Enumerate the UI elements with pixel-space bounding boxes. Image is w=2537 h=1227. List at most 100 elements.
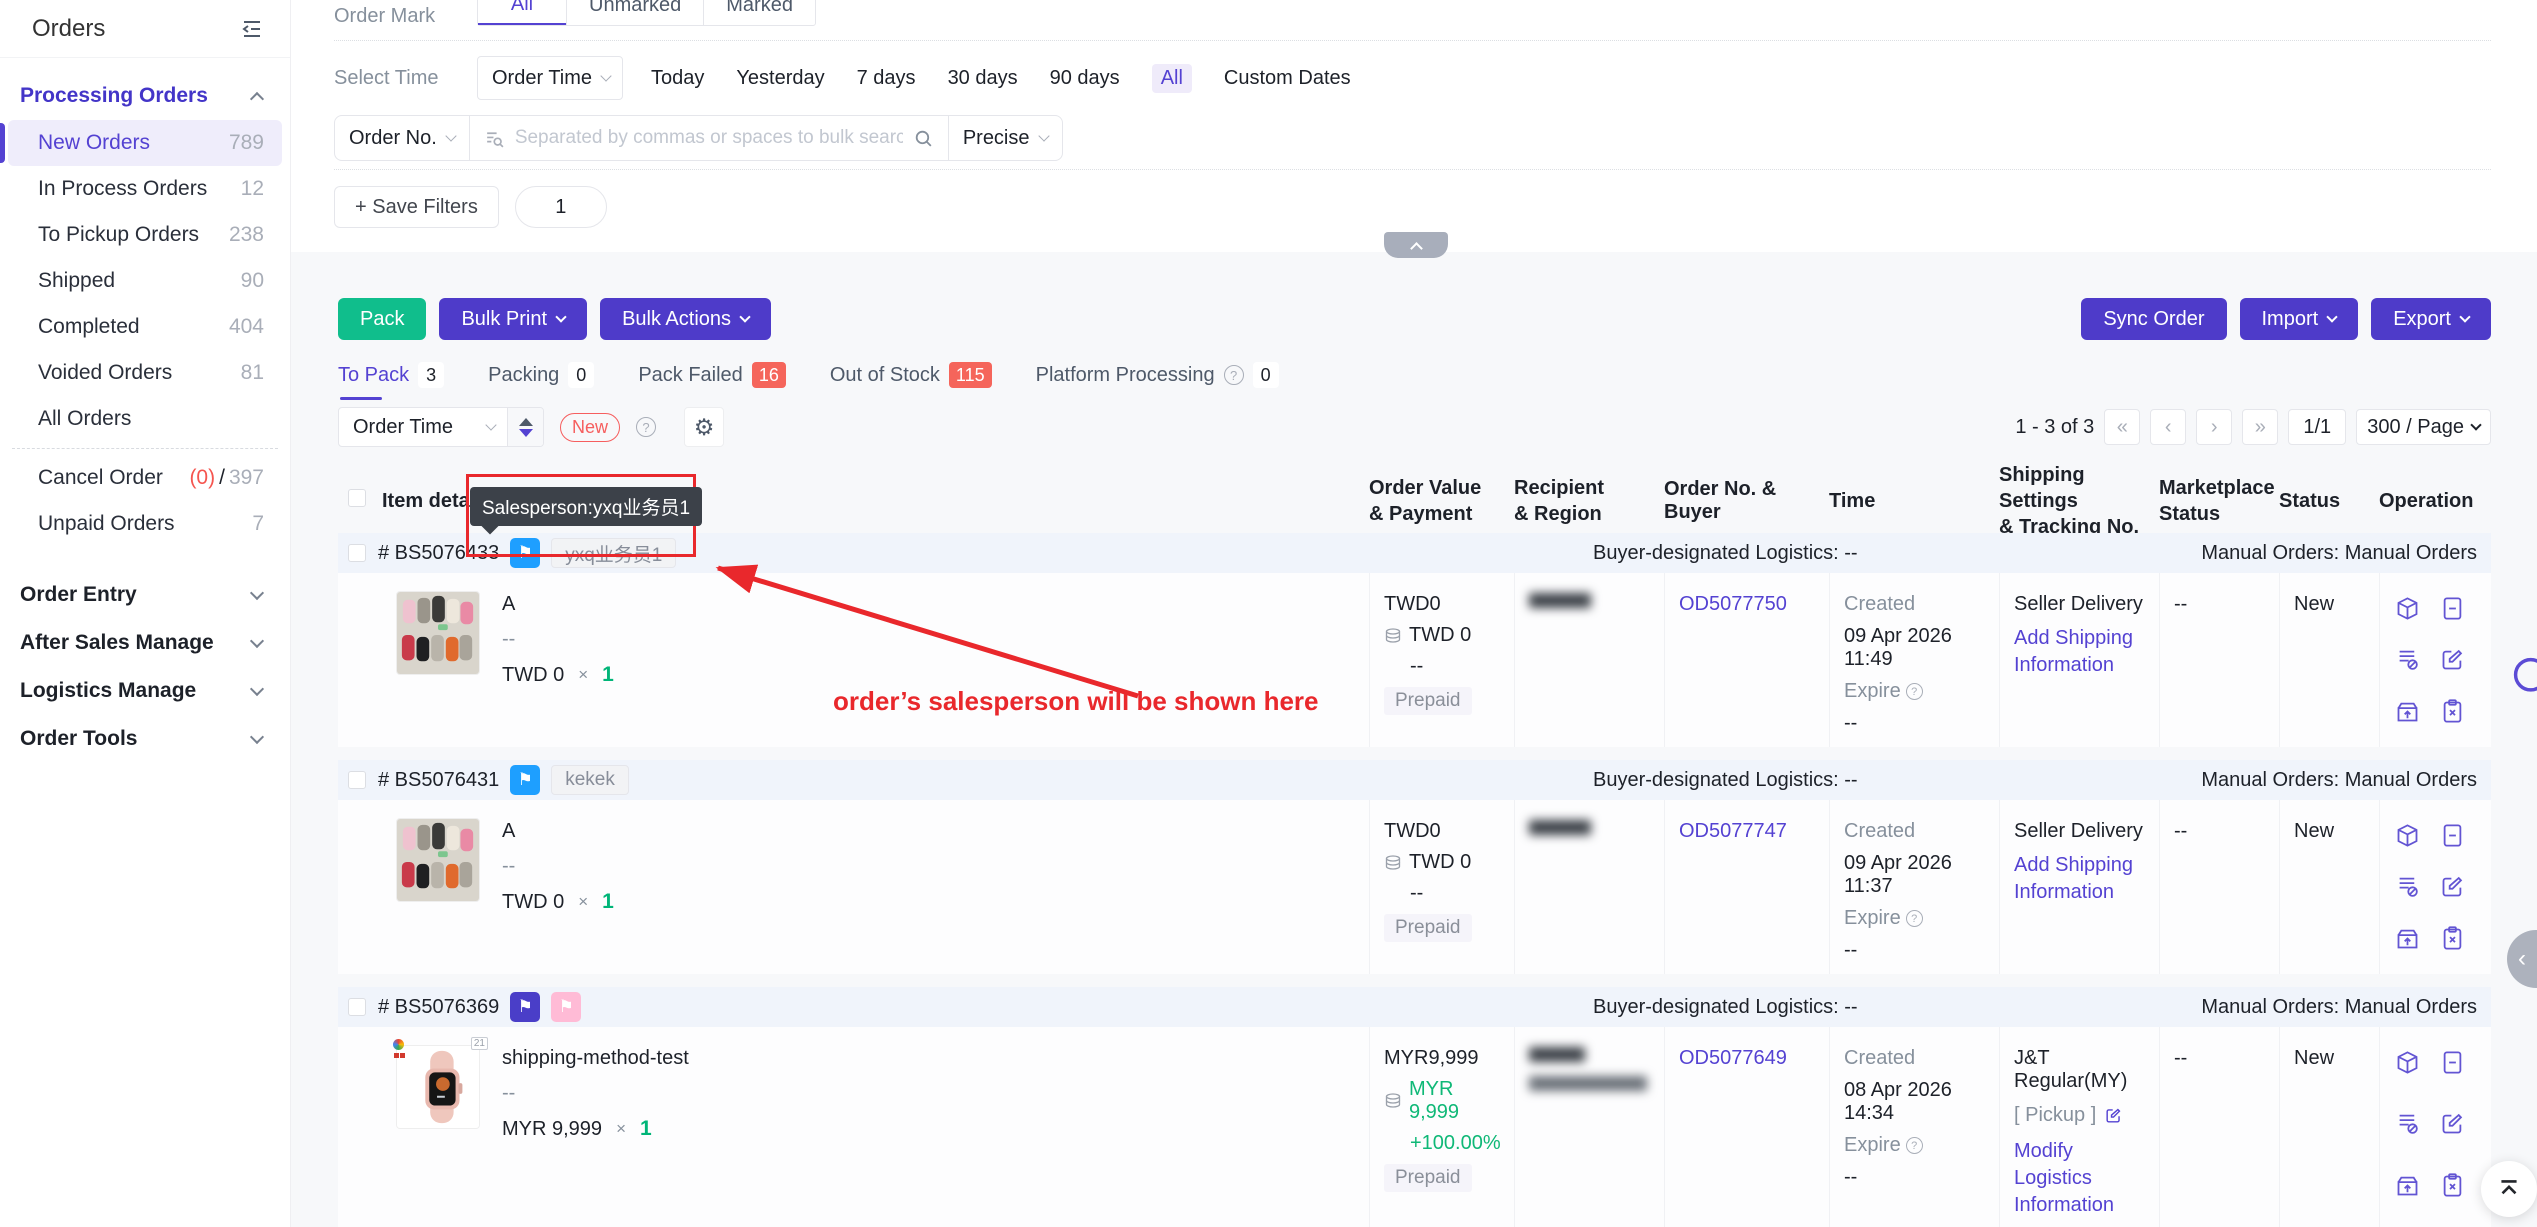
import-button[interactable]: Import bbox=[2239, 298, 2359, 340]
select-all-checkbox[interactable] bbox=[348, 489, 366, 507]
product-image[interactable] bbox=[396, 818, 480, 902]
ship-order-icon[interactable] bbox=[2394, 1172, 2421, 1219]
per-page-select[interactable]: 300 / Page bbox=[2356, 409, 2491, 445]
product-name[interactable]: shipping-method-test bbox=[502, 1047, 689, 1069]
sync-order-button[interactable]: Sync Order bbox=[2081, 298, 2227, 340]
sort-direction-toggle[interactable] bbox=[507, 408, 543, 446]
time-option-30days[interactable]: 30 days bbox=[947, 66, 1018, 89]
flag-icon[interactable]: ⚑ bbox=[510, 992, 541, 1022]
order-mark-tab-all[interactable]: All bbox=[478, 0, 566, 25]
flag-icon[interactable]: ⚑ bbox=[551, 992, 582, 1022]
sidebar-section-processing-orders[interactable]: Processing Orders bbox=[0, 72, 290, 120]
sort-field-select[interactable]: Order Time bbox=[339, 408, 507, 446]
bulk-print-button[interactable]: Bulk Print bbox=[439, 298, 588, 340]
edit-order-icon[interactable] bbox=[2439, 646, 2466, 683]
add-shipping-info-link[interactable]: Add Shipping Information bbox=[2014, 854, 2133, 903]
time-field-select[interactable]: Order Time bbox=[477, 56, 624, 100]
product-image[interactable] bbox=[396, 591, 480, 675]
sidebar-item-voided-orders[interactable]: Voided Orders 81 bbox=[38, 361, 264, 384]
picking-list-icon[interactable] bbox=[2394, 646, 2421, 683]
edit-order-icon[interactable] bbox=[2439, 1110, 2466, 1157]
chevron-up-icon bbox=[1409, 241, 1423, 255]
order-checkbox[interactable] bbox=[348, 771, 366, 789]
picking-list-icon[interactable] bbox=[2394, 1110, 2421, 1157]
product-name[interactable]: A bbox=[502, 820, 516, 842]
sidebar-item-in-process-orders[interactable]: In Process Orders 12 bbox=[38, 177, 264, 200]
time-option-7days[interactable]: 7 days bbox=[856, 66, 916, 89]
sidebar-item-to-pickup-orders[interactable]: To Pickup Orders 238 bbox=[38, 223, 264, 246]
time-option-today[interactable]: Today bbox=[651, 66, 705, 89]
sidebar: Orders Processing Orders New Orders 789 I… bbox=[0, 0, 291, 1227]
void-order-icon[interactable] bbox=[2439, 698, 2466, 735]
invoice-icon[interactable] bbox=[2439, 822, 2466, 859]
sidebar-collapse-icon[interactable] bbox=[240, 17, 264, 41]
edit-pickup-icon[interactable] bbox=[2104, 1106, 2123, 1125]
modify-logistics-link[interactable]: Modify Logistics Information bbox=[2014, 1140, 2115, 1216]
sidebar-item-cancel-order[interactable]: Cancel Order (0)/397 bbox=[38, 466, 264, 489]
search-icon[interactable] bbox=[913, 128, 934, 149]
first-page-button[interactable]: « bbox=[2104, 409, 2141, 445]
edit-order-icon[interactable] bbox=[2439, 873, 2466, 910]
sidebar-section-order-tools[interactable]: Order Tools bbox=[0, 715, 290, 763]
sidebar-item-new-orders[interactable]: New Orders 789 bbox=[0, 120, 282, 166]
sidebar-item-all-orders[interactable]: All Orders bbox=[38, 407, 132, 430]
flag-icon[interactable]: ⚑ bbox=[510, 765, 541, 795]
tab-out-of-stock[interactable]: Out of Stock 115 bbox=[830, 362, 992, 388]
order-checkbox[interactable] bbox=[348, 544, 366, 562]
floating-search-icon[interactable] bbox=[2508, 652, 2537, 709]
tab-to-pack[interactable]: To Pack 3 bbox=[338, 362, 445, 400]
buyer-designated-logistics: Buyer-designated Logistics: -- bbox=[1593, 541, 1858, 564]
ship-order-icon[interactable] bbox=[2394, 925, 2421, 962]
saved-filter-tab[interactable]: 1 bbox=[514, 186, 607, 228]
sidebar-item-unpaid-orders[interactable]: Unpaid Orders 7 bbox=[38, 512, 264, 535]
order-no-link[interactable]: OD5077649 bbox=[1679, 1047, 1787, 1069]
chevron-down-icon bbox=[739, 311, 751, 323]
add-shipping-info-link[interactable]: Add Shipping Information bbox=[2014, 627, 2133, 676]
sidebar-section-logistics-manage[interactable]: Logistics Manage bbox=[0, 667, 290, 715]
ship-order-icon[interactable] bbox=[2394, 698, 2421, 735]
search-field-select[interactable]: Order No. bbox=[335, 116, 470, 160]
chevron-down-icon bbox=[249, 585, 265, 601]
order-no-link[interactable]: OD5077750 bbox=[1679, 593, 1787, 615]
void-order-icon[interactable] bbox=[2439, 1172, 2466, 1219]
invoice-icon[interactable] bbox=[2439, 1049, 2466, 1096]
sidebar-section-after-sales-manage[interactable]: After Sales Manage bbox=[0, 619, 290, 667]
time-option-all[interactable]: All bbox=[1151, 63, 1192, 93]
order-mark-tab-marked[interactable]: Marked bbox=[703, 0, 815, 25]
product-image[interactable]: 21 bbox=[393, 1037, 488, 1129]
time-option-yesterday[interactable]: Yesterday bbox=[736, 66, 825, 89]
search-input[interactable] bbox=[514, 127, 903, 149]
gear-icon[interactable]: ⚙ bbox=[684, 407, 725, 447]
save-filters-button[interactable]: + Save Filters bbox=[334, 186, 499, 228]
question-circle-icon[interactable]: ? bbox=[636, 417, 657, 437]
picking-list-icon[interactable] bbox=[2394, 873, 2421, 910]
search-mode-select[interactable]: Precise bbox=[947, 116, 1062, 160]
time-option-90days[interactable]: 90 days bbox=[1049, 66, 1120, 89]
pack-button[interactable]: Pack bbox=[338, 298, 427, 340]
filter-area: Order Mark All Unmarked Marked Select Ti… bbox=[291, 0, 2537, 228]
order-no-link[interactable]: OD5077747 bbox=[1679, 820, 1787, 842]
tab-platform-processing[interactable]: Platform Processing? 0 bbox=[1036, 362, 1279, 388]
order-checkbox[interactable] bbox=[348, 998, 366, 1016]
sidebar-section-order-entry[interactable]: Order Entry bbox=[0, 571, 290, 619]
bulk-actions-button[interactable]: Bulk Actions bbox=[600, 298, 772, 340]
next-page-button[interactable]: › bbox=[2196, 409, 2233, 445]
tab-packing[interactable]: Packing 0 bbox=[488, 362, 595, 388]
invoice-icon[interactable] bbox=[2439, 595, 2466, 632]
order-mark-tab-unmarked[interactable]: Unmarked bbox=[566, 0, 703, 25]
pack-icon[interactable] bbox=[2394, 595, 2421, 632]
pack-icon[interactable] bbox=[2394, 822, 2421, 859]
prev-page-button[interactable]: ‹ bbox=[2150, 409, 2187, 445]
product-name[interactable]: A bbox=[502, 593, 516, 615]
void-order-icon[interactable] bbox=[2439, 925, 2466, 962]
sidebar-item-shipped[interactable]: Shipped 90 bbox=[38, 269, 264, 292]
time-option-custom-dates[interactable]: Custom Dates bbox=[1223, 66, 1351, 89]
collapse-filters-handle[interactable] bbox=[1384, 232, 1448, 258]
pack-icon[interactable] bbox=[2394, 1049, 2421, 1096]
tab-pack-failed[interactable]: Pack Failed 16 bbox=[638, 362, 786, 388]
sidebar-item-completed[interactable]: Completed 404 bbox=[38, 315, 264, 338]
flag-icon[interactable]: ⚑ bbox=[510, 538, 541, 568]
last-page-button[interactable]: » bbox=[2242, 409, 2279, 445]
back-to-top-button[interactable] bbox=[2481, 1161, 2537, 1217]
export-button[interactable]: Export bbox=[2371, 298, 2491, 340]
